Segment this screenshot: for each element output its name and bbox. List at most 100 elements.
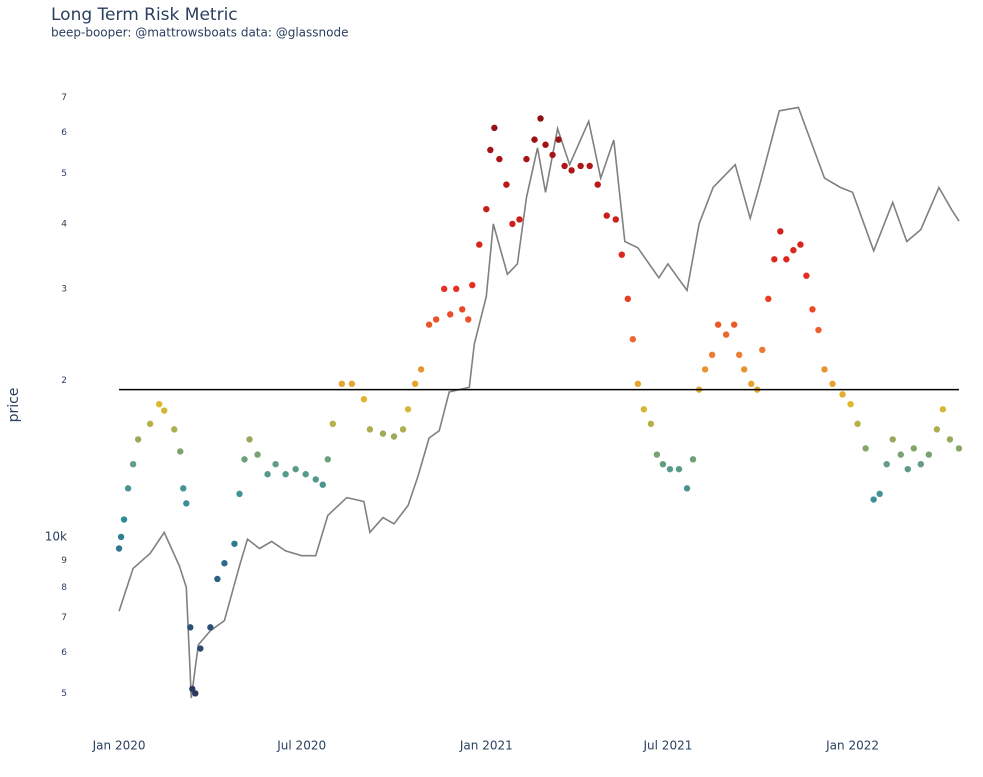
risk-dot bbox=[653, 451, 661, 458]
risk-dot bbox=[465, 316, 472, 323]
risk-dot bbox=[292, 465, 299, 473]
risk-dot bbox=[730, 321, 738, 328]
risk-dot bbox=[748, 380, 755, 388]
y-tick-label: 5 bbox=[61, 169, 67, 179]
risk-dot bbox=[516, 216, 523, 223]
risk-dot bbox=[568, 167, 575, 174]
risk-dot bbox=[487, 146, 494, 154]
y-tick-label: 10k bbox=[45, 529, 67, 543]
risk-dot bbox=[491, 124, 498, 132]
y-tick-label: 4 bbox=[61, 219, 67, 229]
risk-dot bbox=[701, 366, 709, 373]
risk-dot bbox=[319, 481, 326, 488]
risk-dot bbox=[180, 485, 187, 492]
risk-dot bbox=[939, 406, 947, 413]
risk-dot bbox=[765, 295, 772, 303]
risk-dot bbox=[129, 460, 137, 468]
risk-dot bbox=[324, 456, 331, 463]
risk-dot bbox=[946, 436, 954, 443]
risk-dot bbox=[312, 476, 319, 483]
x-tick-label: Jan 2021 bbox=[459, 739, 513, 753]
risk-dot bbox=[783, 256, 790, 263]
risk-dot bbox=[509, 220, 516, 228]
risk-dot bbox=[634, 380, 642, 388]
y-tick-label: 7 bbox=[61, 93, 67, 103]
risk-dot bbox=[404, 406, 412, 413]
risk-dot bbox=[666, 465, 674, 473]
risk-dot bbox=[120, 516, 128, 523]
y-tick-label: 3 bbox=[61, 284, 67, 294]
risk-dot bbox=[469, 281, 476, 289]
risk-dot bbox=[379, 430, 387, 437]
risk-dot bbox=[815, 326, 822, 334]
risk-dot bbox=[708, 351, 716, 359]
risk-dot bbox=[453, 285, 460, 293]
risk-dot bbox=[360, 396, 368, 403]
y-axis-title: price bbox=[6, 388, 22, 423]
risk-dot bbox=[183, 500, 190, 507]
risk-dot bbox=[790, 247, 797, 254]
risk-dot bbox=[870, 496, 877, 503]
risk-dot bbox=[411, 380, 419, 388]
risk-dot bbox=[425, 321, 433, 328]
risk-dot bbox=[955, 445, 963, 452]
risk-dot bbox=[883, 460, 890, 468]
risk-dot bbox=[348, 380, 356, 388]
risk-dot bbox=[523, 155, 530, 163]
risk-dot bbox=[542, 141, 549, 148]
risk-dot bbox=[689, 456, 697, 463]
risk-dot bbox=[847, 400, 854, 408]
risk-dot bbox=[722, 331, 730, 338]
risk-dot bbox=[675, 465, 683, 473]
risk-dot bbox=[910, 445, 917, 452]
chart-subtitle: beep-booper: @mattrowsboats data: @glass… bbox=[51, 26, 348, 40]
risk-dot bbox=[192, 690, 199, 697]
y-tick-label: 5 bbox=[61, 689, 67, 699]
risk-dot bbox=[264, 471, 271, 478]
risk-dot bbox=[496, 155, 503, 163]
y-tick-label: 7 bbox=[61, 613, 67, 623]
risk-dot bbox=[659, 460, 667, 468]
x-tick-label: Jan 2020 bbox=[92, 739, 146, 753]
risk-dot bbox=[555, 136, 562, 143]
risk-dot bbox=[503, 181, 510, 188]
y-tick-label: 6 bbox=[61, 128, 67, 138]
risk-dot bbox=[777, 228, 784, 235]
y-tick-label: 8 bbox=[61, 583, 67, 593]
y-tick-label: 2 bbox=[61, 376, 67, 386]
risk-dot bbox=[417, 366, 425, 373]
risk-dot bbox=[124, 485, 132, 492]
risk-dot bbox=[432, 316, 440, 323]
risk-dot bbox=[459, 306, 466, 313]
risk-dot bbox=[854, 420, 861, 428]
risk-dot bbox=[603, 212, 610, 219]
risk-dot bbox=[476, 241, 483, 248]
risk-dot bbox=[594, 181, 601, 188]
risk-dot bbox=[117, 533, 125, 541]
risk-dot bbox=[839, 391, 846, 398]
risk-dot bbox=[904, 465, 911, 473]
risk-dot bbox=[197, 645, 204, 652]
risk-dot bbox=[446, 311, 454, 318]
price-line bbox=[118, 106, 960, 699]
risk-dot bbox=[829, 380, 836, 388]
risk-dot bbox=[187, 624, 194, 631]
y-tick-label: 6 bbox=[61, 648, 67, 658]
risk-dot bbox=[821, 366, 828, 373]
risk-dot bbox=[925, 451, 933, 458]
risk-dot bbox=[897, 451, 904, 458]
risk-dot bbox=[231, 540, 238, 547]
risk-dot bbox=[207, 624, 214, 631]
risk-dot bbox=[272, 460, 279, 468]
risk-dot bbox=[483, 205, 490, 213]
risk-dot bbox=[889, 436, 896, 443]
risk-dot bbox=[440, 285, 448, 293]
risk-dot bbox=[640, 406, 648, 413]
risk-dot bbox=[221, 560, 228, 567]
y-tick-label: 9 bbox=[61, 556, 67, 566]
risk-dot bbox=[214, 575, 221, 583]
x-tick-label: Jan 2022 bbox=[825, 739, 879, 753]
risk-dot bbox=[577, 162, 584, 170]
risk-dot bbox=[246, 436, 253, 443]
